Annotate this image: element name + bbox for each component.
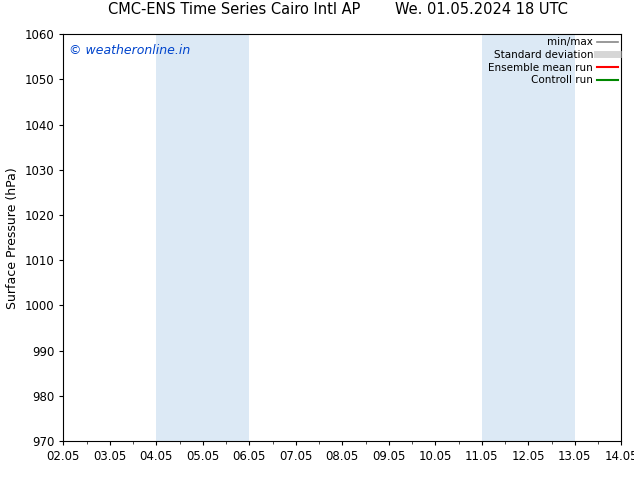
Bar <box>482 34 575 441</box>
Bar <box>157 34 249 441</box>
Text: CMC-ENS Time Series Cairo Intl AP: CMC-ENS Time Series Cairo Intl AP <box>108 2 361 17</box>
Legend: min/max, Standard deviation, Ensemble mean run, Controll run: min/max, Standard deviation, Ensemble me… <box>488 37 618 85</box>
Text: We. 01.05.2024 18 UTC: We. 01.05.2024 18 UTC <box>396 2 568 17</box>
Text: © weatheronline.in: © weatheronline.in <box>69 45 190 57</box>
Y-axis label: Surface Pressure (hPa): Surface Pressure (hPa) <box>6 167 19 309</box>
